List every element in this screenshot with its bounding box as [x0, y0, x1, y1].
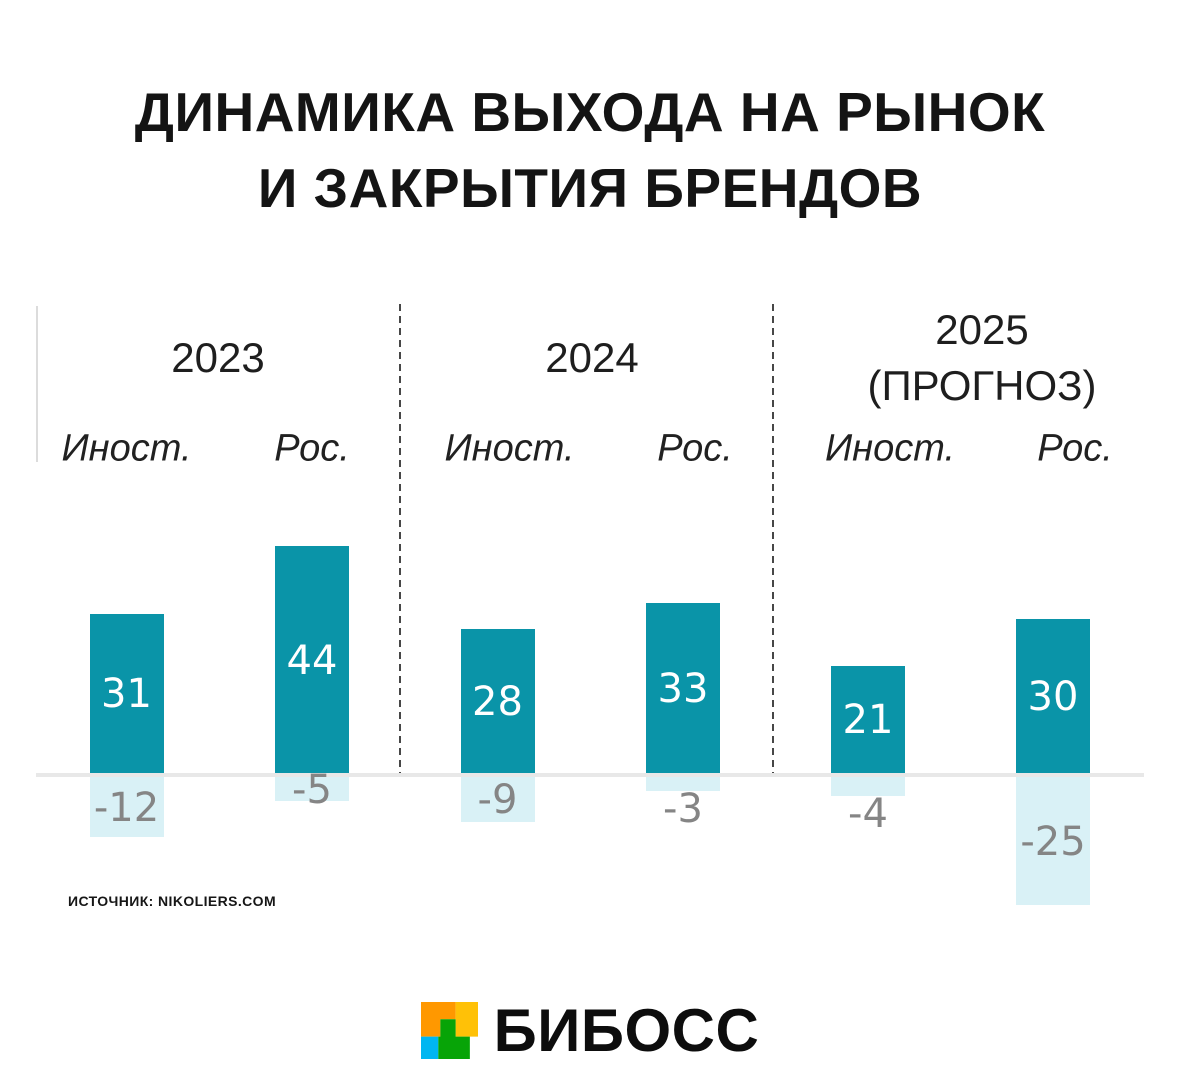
closed-bar-2023-foreign [89, 775, 164, 838]
column-label-2024-russian: Рос. [657, 427, 733, 470]
entered-bar-2025-foreign [831, 665, 905, 775]
logo-orange-block [420, 1002, 456, 1037]
closed-value-2025-russian: -25 [1020, 819, 1086, 865]
entered-bar-2024-russian [646, 603, 720, 775]
x-axis-line [36, 773, 1144, 777]
column-label-2023-russian: Рос. [274, 427, 350, 470]
column-label-2025-russian: Рос. [1037, 427, 1113, 470]
column-label-2023-foreign: Иност. [61, 427, 192, 470]
chart-title-line2: И ЗАКРЫТИЯ БРЕНДОВ [257, 157, 923, 219]
chart-title: ДИНАМИКА ВЫХОДА НА РЫНОК И ЗАКРЫТИЯ БРЕНД… [0, 74, 1180, 226]
chart-title-line1: ДИНАМИКА ВЫХОДА НА РЫНОК [134, 81, 1046, 143]
closed-value-2023-foreign: -12 [93, 785, 160, 832]
closed-value-2024-foreign: -9 [477, 777, 518, 824]
column-label-2025-foreign: Иност. [824, 427, 955, 470]
year-label-2025: 2025 (ПРОГНОЗ) [812, 302, 1152, 414]
year-note: (ПРОГНОЗ) [867, 362, 1097, 409]
logo: БИБОСС [0, 996, 1180, 1065]
group-divider-1 [399, 304, 401, 775]
entered-bar-2024-foreign [460, 629, 535, 775]
group-divider-2 [772, 304, 774, 775]
logo-blue-block [420, 1036, 438, 1059]
closed-value-2023-russian: -5 [292, 767, 332, 813]
year-text: 2023 [171, 334, 265, 381]
year-text: 2024 [545, 334, 639, 381]
year-label-2023: 2023 [48, 330, 388, 386]
closed-bar-2025-russian [1016, 775, 1090, 905]
closed-bar-2024-foreign [460, 775, 535, 822]
entered-value-2023-foreign: 31 [101, 671, 152, 718]
year-text: 2025 [935, 306, 1029, 353]
entered-value-2025-russian: 30 [1027, 674, 1079, 720]
entered-value-2024-foreign: 28 [472, 679, 523, 726]
source-note: ИСТОЧНИК: NIKOLIERS.COM [68, 893, 277, 909]
closed-bar-2023-russian [275, 775, 349, 801]
year-label-2024: 2024 [422, 330, 762, 386]
entered-value-2024-russian: 33 [657, 666, 709, 713]
chart-area: 2023 Иност. 31 -12 Рос. 44 -5 2024 Иност. 28 -9 Рос… [36, 296, 1144, 956]
logo-text: БИБОСС [493, 997, 760, 1064]
logo-green-block [437, 1019, 470, 1059]
entered-bar-2023-foreign [89, 613, 164, 775]
logo-yellow-block [455, 1002, 478, 1037]
closed-bar-2024-russian [646, 775, 720, 791]
closed-value-2025-foreign: -4 [848, 790, 888, 837]
closed-bar-2025-foreign [831, 775, 905, 796]
entered-value-2025-foreign: 21 [842, 697, 894, 744]
left-axis-line [36, 306, 38, 462]
entered-bar-2025-russian [1016, 619, 1090, 775]
entered-value-2023-russian: 44 [286, 637, 338, 684]
closed-value-2024-russian: -3 [663, 785, 703, 832]
column-label-2024-foreign: Иност. [444, 427, 575, 470]
entered-bar-2023-russian [275, 546, 349, 775]
biboss-logo-icon [420, 1002, 478, 1059]
